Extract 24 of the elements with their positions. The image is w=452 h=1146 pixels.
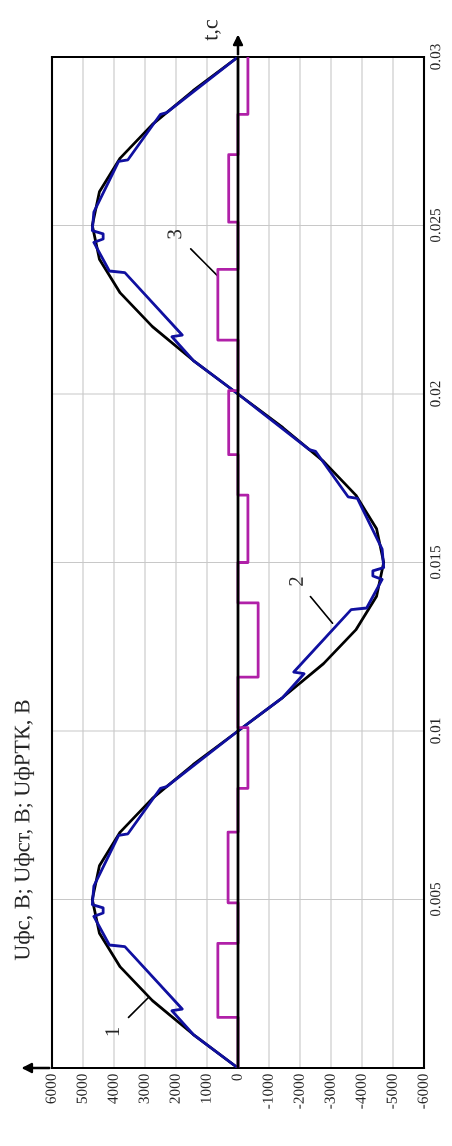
annotation: 2 (289, 577, 303, 586)
text: Uфс, В; Uфст, В; UфРТК, В (13, 700, 35, 961)
x-tick-label: -2000 (293, 1074, 304, 1109)
y-axis-title: t,c (204, 19, 221, 41)
annotation: 1 (105, 1027, 120, 1036)
annotation: 3 (167, 229, 182, 239)
x-tick-label: -3000 (324, 1074, 335, 1109)
x-tick-label: 4000 (107, 1074, 118, 1104)
x-tick-label: -5000 (386, 1074, 397, 1109)
x-tick-label: -6000 (417, 1074, 428, 1109)
x-tick-label: 1000 (200, 1074, 211, 1103)
x-tick-label: 5000 (76, 1074, 87, 1104)
y-tick-label: 0.015 (430, 545, 441, 580)
y-tick-label: 0.005 (430, 882, 441, 917)
x-tick-label: 6000 (45, 1074, 56, 1104)
x-tick-label: 3000 (138, 1074, 149, 1104)
y-tick-label: 0.025 (430, 208, 441, 243)
y-tick-label: 0.03 (430, 44, 441, 70)
y-tick-label: 0.02 (430, 381, 441, 407)
x-tick-label: 2000 (169, 1074, 180, 1104)
x-tick-label: -4000 (355, 1074, 366, 1109)
y-tick-label: 0.01 (430, 718, 441, 744)
x-tick-label: 0 (231, 1074, 242, 1081)
x-tick-label: -1000 (262, 1074, 273, 1109)
